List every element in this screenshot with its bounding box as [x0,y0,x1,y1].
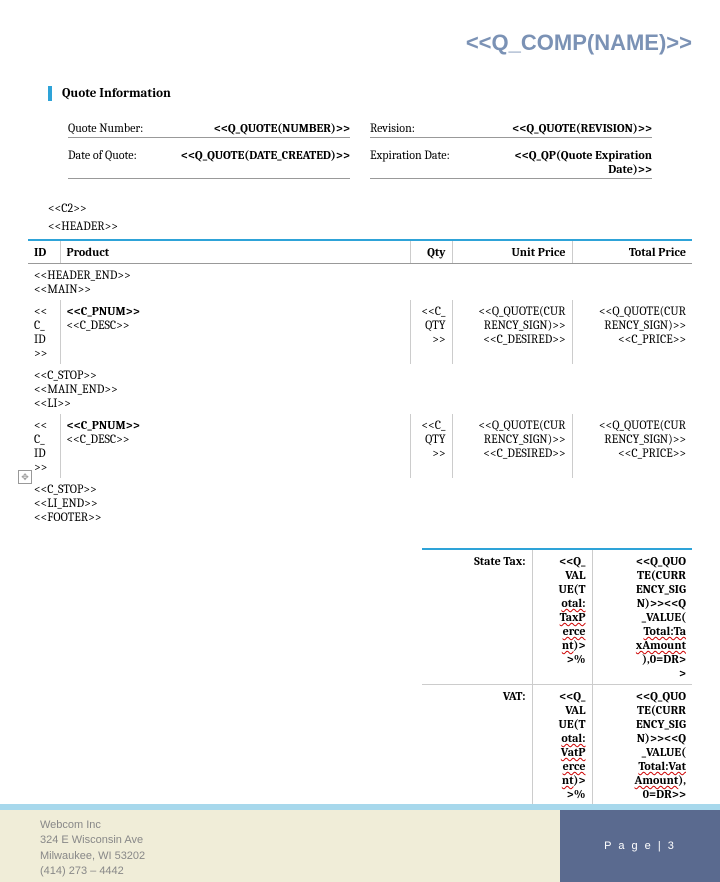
revision-value: <<Q_QUOTE(REVISION)>> [470,121,652,135]
cell-product: <<C_PNUM>><<C_DESC>> [60,300,410,364]
page-number: P a g e | 3 [560,810,720,882]
vat-pct: <<Q_VALUE(Total:VatPercent)>>% [532,685,592,806]
vat-amt: <<Q_QUOTE(CURRENCY_SIGN)>><<Q_VALUE(Tota… [592,685,692,806]
revision-label: Revision: [370,121,470,135]
footer-city: Milwaukee, WI 53202 [40,849,560,864]
tag-end: <<C_STOP>><<LI_END>><<FOOTER>> [28,478,692,528]
tag-header-end: <<HEADER_END>><<MAIN>> [28,264,692,301]
state-tax-pct: <<Q_VALUE(Total:TaxPercent)>>% [532,549,592,685]
quote-number-label: Quote Number: [68,121,168,135]
company-name: <<Q_COMP(NAME)>> [28,30,692,56]
state-tax-label: State Tax: [422,549,532,685]
expiration-label: Expiration Date: [370,148,470,176]
state-tax-amt: <<Q_QUOTE(CURRENCY_SIGN)>><<Q_VALUE(Tota… [592,549,692,685]
cell-unit: <<Q_QUOTE(CURRENCY_SIGN)>><<C_DESIRED>> [452,300,572,364]
section-header: Quote Information [48,86,692,101]
date-label: Date of Quote: [68,148,168,176]
table-row: <<C_ID>> <<C_PNUM>><<C_DESC>> <<C_QTY>> … [28,414,692,478]
col-id: ID [28,240,60,264]
col-product: Product [60,240,410,264]
anchor-icon: ✥ [18,470,32,484]
vat-label: VAT: [422,685,532,806]
quote-info-grid: Quote Number: <<Q_QUOTE(NUMBER)>> Revisi… [68,121,652,179]
cell-total: <<Q_QUOTE(CURRENCY_SIGN)>><<C_PRICE>> [572,300,692,364]
footer: Webcom Inc 324 E Wisconsin Ave Milwaukee… [0,804,720,882]
date-value: <<Q_QUOTE(DATE_CREATED)>> [168,148,350,176]
cell-id: <<C_ID>> [28,300,60,364]
col-qty: Qty [410,240,452,264]
tag-c2-header: <<C2>><<HEADER>> [48,199,692,235]
footer-address: Webcom Inc 324 E Wisconsin Ave Milwaukee… [0,810,560,882]
quote-number-value: <<Q_QUOTE(NUMBER)>> [168,121,350,135]
tag-mid: <<C_STOP>><<MAIN_END>><<LI>> [28,364,692,414]
cell-qty: <<C_QTY>> [410,414,452,478]
cell-product: <<C_PNUM>><<C_DESC>> [60,414,410,478]
col-total-price: Total Price [572,240,692,264]
footer-street: 324 E Wisconsin Ave [40,833,560,848]
product-table: ID Product Qty Unit Price Total Price <<… [28,239,692,528]
table-row: <<C_ID>> <<C_PNUM>><<C_DESC>> <<C_QTY>> … [28,300,692,364]
summary-table: State Tax: <<Q_VALUE(Total:TaxPercent)>>… [422,548,692,806]
footer-phone: (414) 273 – 4442 [40,864,560,879]
cell-unit: <<Q_QUOTE(CURRENCY_SIGN)>><<C_DESIRED>> [452,414,572,478]
cell-total: <<Q_QUOTE(CURRENCY_SIGN)>><<C_PRICE>> [572,414,692,478]
col-unit-price: Unit Price [452,240,572,264]
expiration-value: <<Q_QP(Quote Expiration Date)>> [470,148,652,176]
cell-qty: <<C_QTY>> [410,300,452,364]
footer-company: Webcom Inc [40,818,560,833]
cell-id: <<C_ID>> [28,414,60,478]
